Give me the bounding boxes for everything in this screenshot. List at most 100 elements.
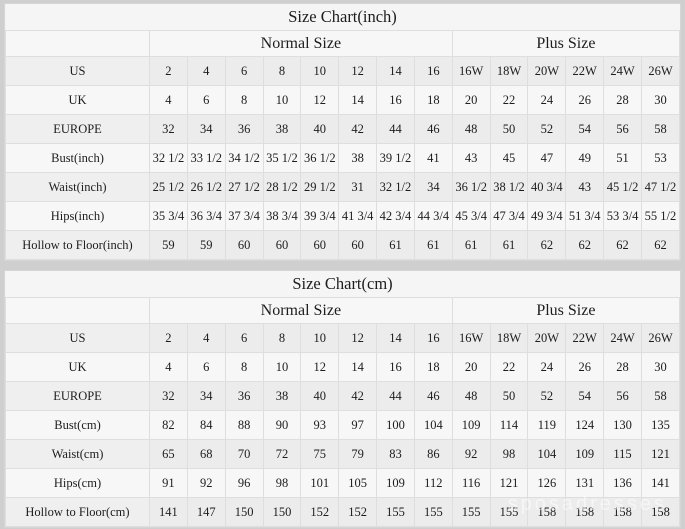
table-cell: 105 xyxy=(338,468,378,498)
table-cell: 38 3/4 xyxy=(262,201,302,231)
table-cell: 10 xyxy=(262,85,302,115)
table-cell: 18W xyxy=(489,56,529,86)
size-table-inch: Size Chart(inch) Normal Size Plus Size US 2 4… xyxy=(5,4,681,260)
table-cell: 147 xyxy=(186,497,226,527)
table-cell: 10 xyxy=(300,323,340,353)
group-header-plus-size: Plus Size xyxy=(451,297,681,324)
table-cell: 12 xyxy=(300,352,340,382)
table-cell: 20W xyxy=(527,56,567,86)
size-chart-inch: Size Chart(inch) Normal Size Plus Size US 2 4… xyxy=(4,3,681,261)
table-cell: 44 xyxy=(376,114,415,144)
table-cell: 38 1/2 xyxy=(489,172,529,202)
table-cell: 150 xyxy=(224,497,264,527)
chart-container-cm: Size Chart(cm) Normal Size Plus Size US 2 4 6 8… xyxy=(4,270,681,528)
table-cell: 38 xyxy=(262,114,302,144)
table-cell: 16 xyxy=(413,323,453,353)
table-cell: 56 xyxy=(603,381,642,411)
table-cell: 104 xyxy=(527,439,567,469)
table-cell: 60 xyxy=(300,230,340,260)
table-cell: 54 xyxy=(565,114,605,144)
table-cell: 20 xyxy=(451,352,491,382)
table-cell: 46 xyxy=(413,381,453,411)
table-cell: 16W xyxy=(451,323,491,353)
table-cell: 155 xyxy=(489,497,529,527)
table-cell: 60 xyxy=(338,230,378,260)
table-cell: 124 xyxy=(565,410,605,440)
table-cell: 36 xyxy=(224,114,264,144)
table-cell: 158 xyxy=(565,497,605,527)
table-cell: 112 xyxy=(413,468,453,498)
table-cell: 2 xyxy=(149,323,188,353)
table-cell: 46 xyxy=(413,114,453,144)
table-cell: 126 xyxy=(527,468,567,498)
table-cell: 6 xyxy=(224,323,264,353)
table-cell: 48 xyxy=(451,381,491,411)
table-cell: 8 xyxy=(224,85,264,115)
table-cell: 152 xyxy=(338,497,378,527)
table-cell: 30 xyxy=(640,85,681,115)
table-cell: 135 xyxy=(640,410,681,440)
table-cell: 36 xyxy=(224,381,264,411)
table-cell: 35 1/2 xyxy=(262,143,302,173)
row-label: Hollow to Floor(cm) xyxy=(5,497,150,527)
table-cell: 4 xyxy=(149,85,188,115)
table-cell: 28 xyxy=(603,352,642,382)
table-cell: 18 xyxy=(413,352,453,382)
table-cell: 59 xyxy=(186,230,226,260)
table-cell: 36 1/2 xyxy=(300,143,340,173)
table-cell: 12 xyxy=(300,85,340,115)
table-row: Hollow to Floor(cm) 141 147 150 150 152 152 155… xyxy=(5,497,681,527)
chart-title: Size Chart(cm) xyxy=(5,271,680,298)
table-cell: 62 xyxy=(603,230,642,260)
table-cell: 86 xyxy=(413,439,453,469)
table-row: Bust(inch) 32 1/2 33 1/2 34 1/2 35 1/2 36 1/2… xyxy=(5,143,681,173)
table-cell: 12 xyxy=(338,56,378,86)
table-cell: 109 xyxy=(376,468,415,498)
table-cell: 6 xyxy=(224,56,264,86)
table-cell: 141 xyxy=(149,497,188,527)
table-cell: 33 1/2 xyxy=(186,143,226,173)
table-cell: 155 xyxy=(413,497,453,527)
table-cell: 8 xyxy=(262,323,302,353)
table-cell: 16 xyxy=(376,85,415,115)
table-cell: 43 xyxy=(451,143,491,173)
size-chart-cm: Size Chart(cm) Normal Size Plus Size US 2 4 6 8… xyxy=(4,270,681,528)
row-label: Bust(inch) xyxy=(5,143,150,173)
table-cell: 26W xyxy=(640,56,681,86)
table-cell: 24 xyxy=(527,352,567,382)
table-row: Waist(cm) 65 68 70 72 75 79 83 86 92 98 104 109 115 12… xyxy=(5,439,681,469)
table-cell: 121 xyxy=(489,468,529,498)
group-header-normal-size: Normal Size xyxy=(149,297,453,324)
table-cell: 32 1/2 xyxy=(149,143,188,173)
table-cell: 32 1/2 xyxy=(376,172,415,202)
table-cell: 14 xyxy=(338,85,378,115)
table-cell: 84 xyxy=(186,410,226,440)
row-label: UK xyxy=(5,85,150,115)
table-cell: 91 xyxy=(149,468,188,498)
table-cell: 101 xyxy=(300,468,340,498)
table-cell: 58 xyxy=(640,381,681,411)
table-cell: 61 xyxy=(489,230,529,260)
table-cell: 43 xyxy=(565,172,605,202)
table-row: Waist(inch) 25 1/2 26 1/2 27 1/2 28 1/2 29 1/… xyxy=(5,172,681,202)
table-cell: 104 xyxy=(413,410,453,440)
table-cell: 158 xyxy=(640,497,681,527)
table-row: EUROPE 32 34 36 38 40 42 44 46 48 50 52 54 56 58 xyxy=(5,114,681,144)
table-cell: 52 xyxy=(527,114,567,144)
table-cell: 28 xyxy=(603,85,642,115)
table-cell: 49 xyxy=(565,143,605,173)
table-cell: 114 xyxy=(489,410,529,440)
table-cell: 119 xyxy=(527,410,567,440)
table-cell: 158 xyxy=(527,497,567,527)
table-cell: 44 xyxy=(376,381,415,411)
table-cell: 152 xyxy=(300,497,340,527)
table-cell: 45 xyxy=(489,143,529,173)
table-cell: 14 xyxy=(376,323,415,353)
table-cell: 16W xyxy=(451,56,491,86)
size-table-cm: Size Chart(cm) Normal Size Plus Size US 2 4 6 8… xyxy=(5,271,681,527)
table-cell: 70 xyxy=(224,439,264,469)
row-label: Hollow to Floor(inch) xyxy=(5,230,150,260)
table-cell: 50 xyxy=(489,114,529,144)
table-cell: 60 xyxy=(262,230,302,260)
table-cell: 47 3/4 xyxy=(489,201,529,231)
